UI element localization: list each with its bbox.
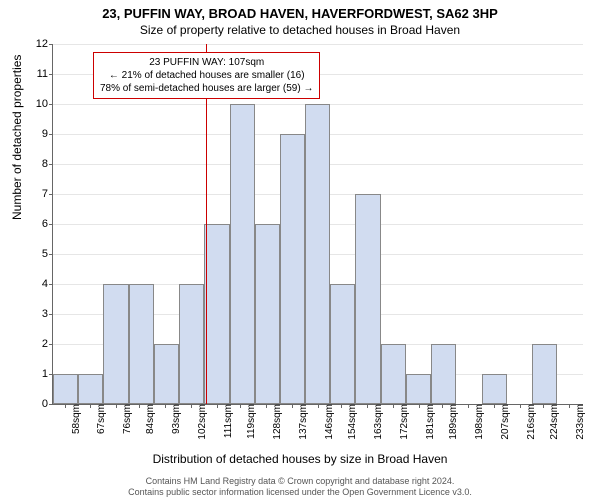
xtick-mark [90, 404, 91, 408]
xtick-label: 119sqm [244, 404, 257, 439]
histogram-bar [53, 374, 78, 404]
histogram-bar [431, 344, 456, 404]
xtick-label: 154sqm [345, 404, 358, 440]
xtick-mark [139, 404, 140, 408]
ytick-label: 10 [28, 98, 53, 110]
xtick-label: 111sqm [221, 404, 234, 438]
xtick-mark [494, 404, 495, 408]
xtick-mark [165, 404, 166, 408]
histogram-bar [230, 104, 255, 404]
footer-attribution: Contains HM Land Registry data © Crown c… [0, 476, 600, 499]
ytick-label: 11 [28, 68, 53, 80]
xtick-mark [217, 404, 218, 408]
histogram-bar [381, 344, 406, 404]
histogram-bar [78, 374, 103, 404]
histogram-bar [280, 134, 305, 404]
xtick-label: 137sqm [296, 404, 309, 440]
xtick-mark [442, 404, 443, 408]
histogram-bar [204, 224, 229, 404]
histogram-bar [129, 284, 154, 404]
xtick-label: 146sqm [322, 404, 335, 440]
xtick-mark [419, 404, 420, 408]
ytick-label: 3 [28, 308, 53, 320]
histogram-bar [355, 194, 380, 404]
annotation-line-3: 78% of semi-detached houses are larger (… [100, 82, 313, 95]
xtick-label: 163sqm [371, 404, 384, 440]
xtick-mark [65, 404, 66, 408]
ytick-label: 12 [28, 38, 53, 50]
histogram-bar [103, 284, 128, 404]
xtick-mark [393, 404, 394, 408]
xtick-mark [341, 404, 342, 408]
xtick-mark [569, 404, 570, 408]
xtick-label: 76sqm [120, 404, 133, 434]
ytick-label: 7 [28, 188, 53, 200]
footer-line-1: Contains HM Land Registry data © Crown c… [0, 476, 600, 487]
x-axis-label: Distribution of detached houses by size … [0, 452, 600, 466]
xtick-mark [292, 404, 293, 408]
histogram-bar [154, 344, 179, 404]
chart-title: 23, PUFFIN WAY, BROAD HAVEN, HAVERFORDWE… [0, 0, 600, 21]
gridline [53, 44, 583, 45]
ytick-label: 1 [28, 368, 53, 380]
xtick-mark [318, 404, 319, 408]
xtick-label: 233sqm [573, 404, 586, 440]
ytick-label: 6 [28, 218, 53, 230]
ytick-label: 9 [28, 128, 53, 140]
histogram-bar [532, 344, 557, 404]
histogram-bar [255, 224, 280, 404]
xtick-label: 128sqm [270, 404, 283, 440]
xtick-mark [367, 404, 368, 408]
histogram-bar [406, 374, 431, 404]
footer-line-2: Contains public sector information licen… [0, 487, 600, 498]
xtick-label: 102sqm [195, 404, 208, 440]
ytick-label: 5 [28, 248, 53, 260]
plot-area: 012345678910111258sqm67sqm76sqm84sqm93sq… [52, 44, 583, 405]
y-axis-label: Number of detached properties [10, 55, 24, 220]
annotation-line-1: 23 PUFFIN WAY: 107sqm [100, 56, 313, 69]
chart-container: 23, PUFFIN WAY, BROAD HAVEN, HAVERFORDWE… [0, 0, 600, 500]
xtick-label: 216sqm [524, 404, 537, 440]
ytick-label: 0 [28, 398, 53, 410]
ytick-label: 4 [28, 278, 53, 290]
histogram-bar [305, 104, 330, 404]
xtick-label: 224sqm [547, 404, 560, 440]
chart-subtitle: Size of property relative to detached ho… [0, 21, 600, 37]
annotation-box: 23 PUFFIN WAY: 107sqm ← 21% of detached … [93, 52, 320, 99]
annotation-line-2: ← 21% of detached houses are smaller (16… [100, 69, 313, 82]
xtick-label: 93sqm [169, 404, 182, 434]
ytick-label: 2 [28, 338, 53, 350]
ytick-label: 8 [28, 158, 53, 170]
xtick-mark [191, 404, 192, 408]
xtick-label: 181sqm [423, 404, 436, 440]
xtick-label: 172sqm [397, 404, 410, 440]
xtick-label: 207sqm [498, 404, 511, 440]
xtick-mark [266, 404, 267, 408]
xtick-mark [543, 404, 544, 408]
histogram-bar [179, 284, 204, 404]
xtick-label: 189sqm [446, 404, 459, 440]
xtick-mark [520, 404, 521, 408]
histogram-bar [482, 374, 507, 404]
xtick-label: 67sqm [94, 404, 107, 434]
xtick-label: 198sqm [472, 404, 485, 440]
xtick-mark [116, 404, 117, 408]
histogram-bar [330, 284, 355, 404]
xtick-label: 84sqm [143, 404, 156, 434]
xtick-mark [240, 404, 241, 408]
xtick-mark [468, 404, 469, 408]
xtick-label: 58sqm [69, 404, 82, 434]
